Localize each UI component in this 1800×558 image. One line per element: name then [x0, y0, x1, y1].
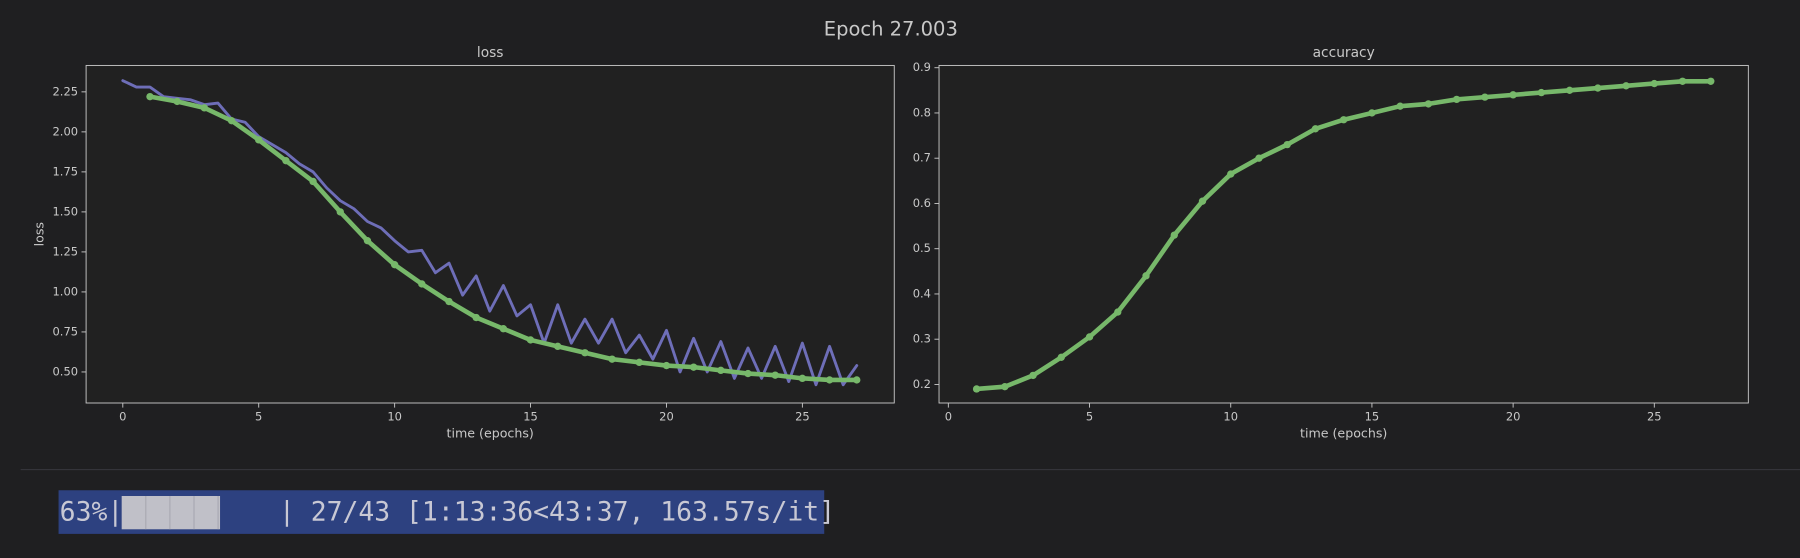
x-tick-label: 20	[1506, 409, 1521, 423]
data-point	[972, 385, 981, 393]
x-tick-label: 0	[119, 409, 126, 423]
y-tick-label: 0.4	[913, 286, 931, 300]
data-point	[499, 325, 508, 333]
data-point	[255, 136, 263, 144]
data-point	[309, 177, 317, 186]
data-point	[1085, 333, 1094, 341]
subplot-title: loss	[477, 45, 504, 61]
data-point	[282, 157, 290, 165]
y-tick-label: 2.00	[53, 124, 79, 138]
x-tick-label: 15	[1365, 409, 1380, 423]
y-tick-label: 0.5	[913, 241, 931, 255]
data-point	[689, 363, 698, 371]
y-tick-label: 0.8	[913, 105, 931, 119]
y-tick-label: 2.25	[53, 84, 79, 98]
data-point	[1255, 154, 1263, 162]
y-tick-label: 0.9	[913, 60, 931, 74]
data-point	[1396, 102, 1404, 110]
data-point	[390, 261, 399, 269]
data-point	[1650, 79, 1658, 88]
data-point	[1057, 353, 1065, 361]
data-point	[717, 366, 725, 375]
data-point	[662, 361, 671, 370]
data-point	[1452, 95, 1461, 104]
data-point	[608, 355, 616, 363]
data-point	[1565, 86, 1574, 95]
x-axis-label: time (epochs)	[447, 425, 534, 440]
data-point	[173, 97, 181, 106]
data-point	[1537, 88, 1546, 97]
y-tick-label: 1.75	[53, 164, 79, 178]
data-point	[771, 371, 779, 379]
y-tick-label: 0.2	[913, 377, 931, 391]
data-point	[1340, 116, 1348, 124]
data-point	[526, 336, 535, 344]
data-point	[1114, 308, 1122, 316]
y-tick-label: 0.6	[913, 196, 931, 210]
x-tick-label: 15	[523, 409, 538, 423]
y-tick-label: 0.50	[53, 364, 79, 378]
progress-percent: 63%|	[60, 497, 124, 528]
y-tick-label: 1.00	[53, 284, 79, 298]
x-tick-label: 25	[795, 409, 810, 423]
data-point	[200, 104, 209, 112]
data-point	[1424, 100, 1433, 108]
data-point	[798, 374, 807, 383]
y-tick-label: 0.7	[913, 151, 931, 165]
y-axis-label: loss	[32, 222, 47, 246]
data-point	[581, 349, 589, 357]
data-point	[146, 92, 154, 101]
x-tick-label: 10	[387, 409, 402, 423]
y-tick-label: 0.75	[53, 324, 79, 338]
data-point	[1678, 77, 1687, 85]
data-point	[1142, 272, 1150, 280]
data-point	[472, 313, 480, 322]
series-line	[121, 79, 859, 387]
data-point	[825, 376, 834, 384]
data-point	[445, 297, 453, 306]
x-tick-label: 20	[659, 409, 674, 423]
data-point	[227, 116, 236, 125]
data-point	[635, 358, 643, 367]
data-point	[744, 369, 752, 378]
data-point	[1001, 383, 1009, 391]
plot-area	[85, 64, 895, 404]
y-tick-label: 1.25	[53, 244, 79, 258]
data-point	[1707, 77, 1715, 85]
data-point	[1594, 84, 1602, 92]
data-point	[1311, 125, 1320, 133]
data-point	[1509, 91, 1517, 99]
subplot-title: accuracy	[1313, 45, 1375, 61]
data-point	[363, 237, 372, 245]
data-point	[1368, 109, 1376, 117]
y-tick-label: 1.50	[53, 204, 79, 218]
x-axis-label: time (epochs)	[1300, 425, 1387, 440]
data-point	[336, 208, 344, 216]
x-tick-label: 0	[945, 409, 952, 423]
data-point	[1170, 231, 1178, 239]
progress-status: | 27/43 [1:13:36<43:37, 163.57s/it]	[279, 497, 835, 528]
figure-title: Epoch 27.003	[824, 17, 958, 40]
x-tick-label: 10	[1223, 409, 1238, 423]
data-point	[1283, 140, 1291, 149]
x-tick-label: 25	[1647, 409, 1662, 423]
data-point	[1198, 197, 1207, 205]
data-point	[1227, 170, 1235, 178]
data-point	[418, 280, 426, 288]
progress-fill	[121, 496, 221, 530]
data-point	[1622, 82, 1630, 90]
data-point	[1481, 93, 1489, 101]
data-point	[554, 342, 562, 351]
data-point	[853, 376, 861, 384]
x-tick-label: 5	[1086, 409, 1093, 423]
y-tick-label: 0.3	[913, 332, 931, 346]
x-tick-label: 5	[255, 409, 262, 423]
data-point	[1029, 371, 1037, 380]
